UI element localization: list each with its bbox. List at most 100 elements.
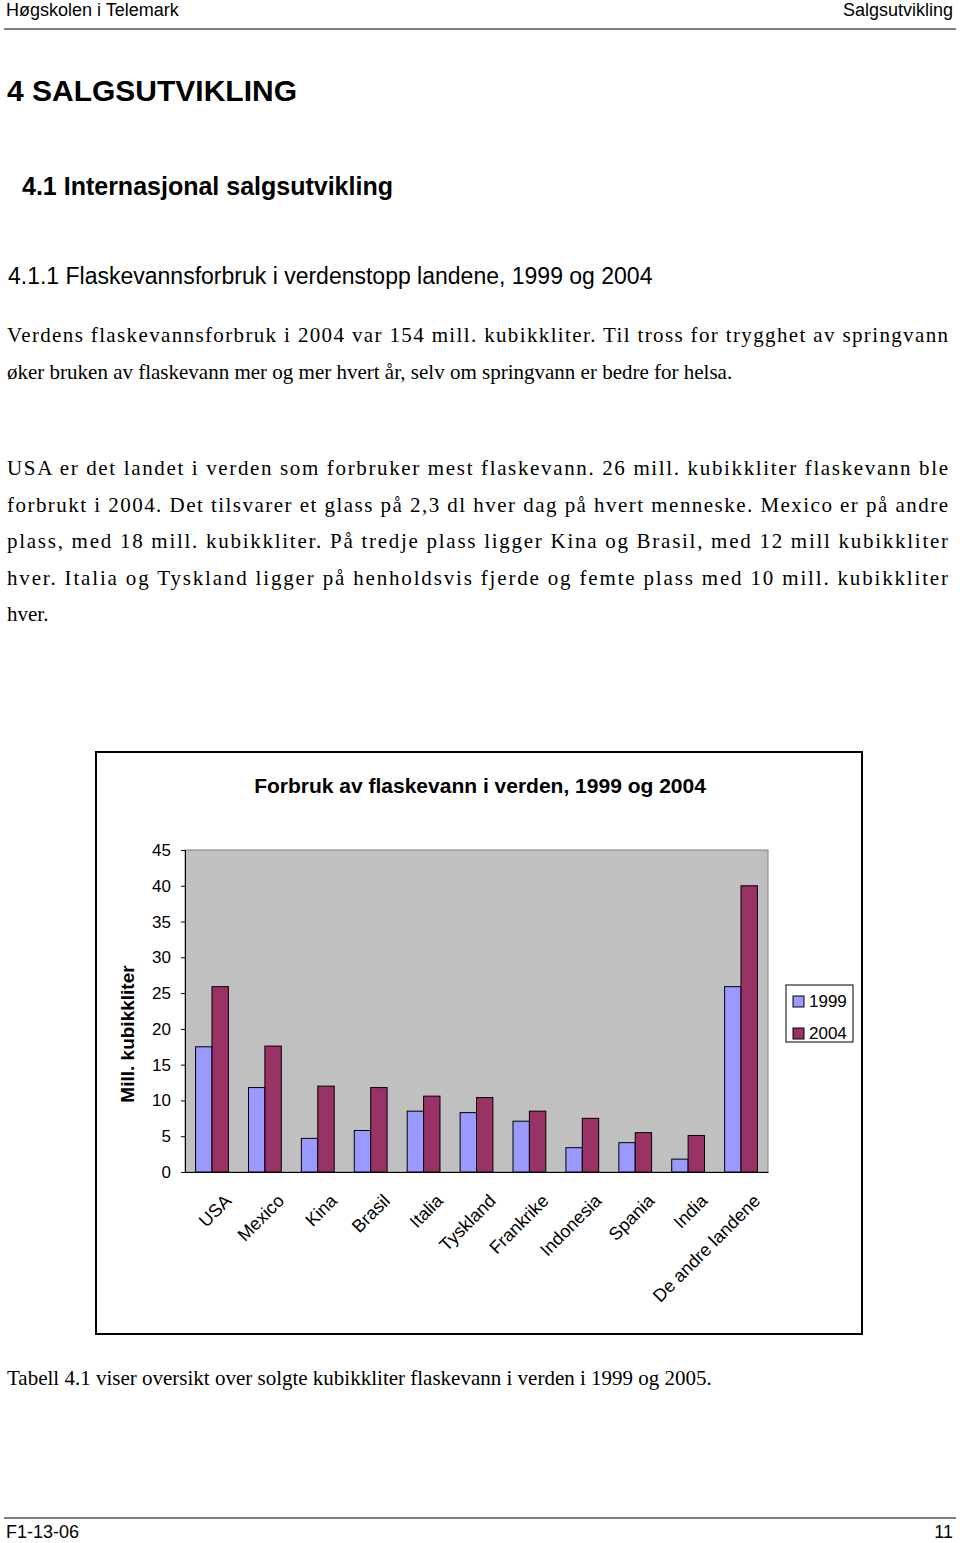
paragraph-line: hver. Italia og Tyskland ligger på henho…: [7, 566, 948, 590]
x-tick: Mexico: [234, 1172, 288, 1245]
plot-area: [185, 850, 768, 1172]
bar: [635, 1133, 651, 1172]
bar: [619, 1143, 635, 1172]
bar: [477, 1098, 493, 1172]
header-rule: [4, 29, 956, 30]
header-right: Salgsutvikling: [843, 0, 953, 20]
x-tick: USA: [195, 1172, 235, 1231]
x-tick-label: Kina: [301, 1190, 341, 1230]
y-tick-mark: [181, 1172, 185, 1173]
y-tick-label: 5: [162, 1127, 171, 1146]
bar: [672, 1159, 688, 1172]
x-axis-line: [186, 1172, 769, 1173]
y-tick: 15: [152, 1056, 185, 1075]
legend-label: 2004: [809, 1024, 847, 1043]
header-left: Høgskolen i Telemark: [6, 0, 180, 20]
heading-1: 4 SALGSUTVIKLING: [7, 74, 297, 107]
y-tick-label: 10: [152, 1091, 171, 1110]
bar: [513, 1121, 529, 1172]
heading-2: 4.1 Internasjonal salgsutvikling: [22, 172, 393, 200]
y-axis-line: [181, 851, 186, 1173]
x-tick: Italia: [406, 1172, 448, 1232]
bar: [265, 1046, 281, 1172]
legend: 1999 2004: [786, 985, 853, 1043]
chart: Forbruk av flaskevann i verden, 1999 og …: [96, 752, 862, 1334]
x-tick: De andre landene: [649, 1172, 764, 1306]
x-tick-label: USA: [195, 1191, 235, 1231]
legend-label: 1999: [809, 992, 847, 1011]
paragraph-line: øker bruken av flaskevann mer og mer hve…: [7, 360, 732, 384]
y-tick-mark: [181, 1136, 185, 1137]
paragraph-line: forbrukt i 2004. Det tilsvarer et glass …: [7, 493, 948, 517]
y-tick-label: 20: [152, 1020, 171, 1039]
x-axis: USAMexicoKinaBrasilItaliaTysklandFrankri…: [186, 1172, 769, 1306]
y-tick-mark: [181, 850, 185, 851]
y-tick-label: 45: [152, 841, 171, 860]
page: Høgskolen i Telemark Salgsutvikling 4 SALG…: [0, 0, 960, 1543]
bar: [424, 1096, 440, 1172]
x-tick-label: Brasil: [348, 1191, 394, 1237]
paragraph-line: plass, med 18 mill. kubikkliter. På tred…: [7, 529, 948, 553]
bar: [212, 987, 228, 1172]
y-tick: 20: [152, 1020, 185, 1039]
y-tick-label: 30: [152, 948, 171, 967]
bar: [725, 987, 741, 1172]
bar: [688, 1136, 704, 1172]
bar: [248, 1088, 264, 1172]
chart-title: Forbruk av flaskevann i verden, 1999 og …: [254, 774, 706, 797]
y-tick: 5: [162, 1127, 185, 1146]
bar: [407, 1111, 423, 1172]
x-tick: Kina: [301, 1172, 341, 1230]
y-tick-label: 40: [152, 877, 171, 896]
y-tick-label: 25: [152, 984, 171, 1003]
bar: [318, 1086, 334, 1172]
y-tick-label: 15: [152, 1056, 171, 1075]
legend-swatch: [793, 996, 804, 1007]
y-axis-title: Mill. kubikkliter: [117, 965, 138, 1103]
y-axis: 0 5 10 15 20 25 30 35 40 45: [152, 841, 185, 1182]
y-tick-mark: [181, 957, 185, 958]
y-tick: 40: [152, 877, 185, 896]
y-tick: 45: [152, 841, 185, 860]
y-tick: 30: [152, 948, 185, 967]
bar: [460, 1113, 476, 1172]
legend-swatch: [793, 1028, 804, 1039]
y-tick: 35: [152, 912, 185, 931]
y-tick-label: 0: [162, 1163, 171, 1182]
x-tick-label: De andre landene: [649, 1191, 764, 1306]
paragraph-line: USA er det landet i verden som forbruker…: [7, 456, 948, 480]
paragraph-line: Verdens flaskevannsforbruk i 2004 var 15…: [7, 323, 949, 347]
chart-frame: [96, 752, 862, 1334]
y-tick-mark: [181, 1065, 185, 1066]
heading-3: 4.1.1 Flaskevannsforbruk i verdenstopp l…: [8, 263, 653, 289]
bars: [196, 886, 758, 1172]
y-tick-mark: [181, 1029, 185, 1030]
legend-frame: [786, 985, 853, 1042]
y-tick: 10: [152, 1091, 185, 1110]
bar: [301, 1138, 317, 1172]
footer-left: F1-13-06: [6, 1522, 79, 1542]
x-tick-label: India: [670, 1190, 712, 1232]
bar: [371, 1088, 387, 1172]
x-tick-label: Mexico: [234, 1191, 288, 1245]
y-tick-mark: [181, 1100, 185, 1101]
x-tick-label: Italia: [406, 1190, 448, 1232]
y-tick-mark: [181, 886, 185, 887]
x-tick: Spania: [605, 1172, 659, 1244]
footer-rule: [4, 1518, 956, 1519]
bar: [354, 1130, 370, 1172]
caption: Tabell 4.1 viser oversikt over solgte ku…: [7, 1366, 712, 1390]
bar: [582, 1118, 598, 1172]
x-tick: India: [670, 1172, 712, 1232]
x-tick: Indonesia: [536, 1172, 606, 1260]
x-tick: Brasil: [348, 1172, 394, 1237]
bar: [196, 1047, 212, 1172]
x-tick-label: Indonesia: [536, 1190, 606, 1260]
y-tick-mark: [181, 922, 185, 923]
y-tick: 0: [162, 1163, 185, 1182]
footer-right: 11: [934, 1522, 953, 1542]
bar: [566, 1148, 582, 1172]
paragraph-line: hver.: [7, 602, 48, 626]
y-tick-label: 35: [152, 912, 171, 931]
x-tick-label: Spania: [605, 1190, 659, 1244]
